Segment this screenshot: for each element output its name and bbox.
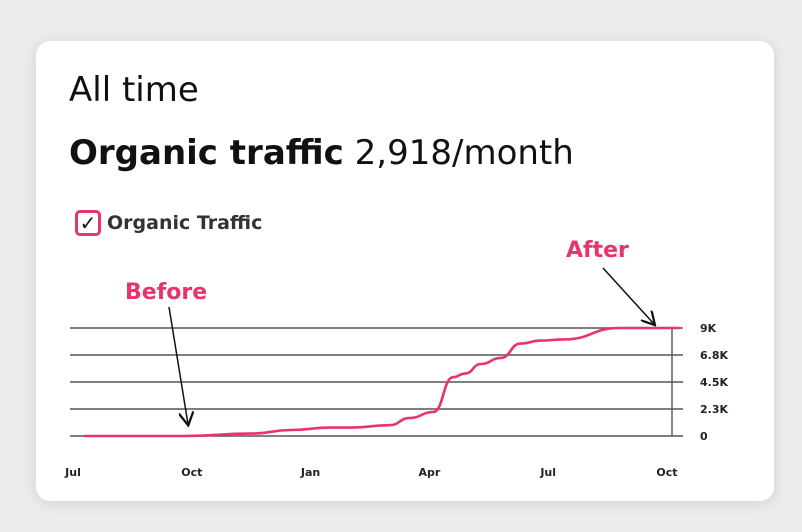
before-annotation: Before xyxy=(125,280,207,305)
traffic-card xyxy=(36,41,774,501)
x-tick-label: Jul xyxy=(64,466,81,479)
y-tick-label: 9K xyxy=(700,322,717,335)
y-tick-label: 4.5K xyxy=(700,376,728,389)
y-tick-label: 0 xyxy=(700,430,708,443)
y-tick-label: 6.8K xyxy=(700,349,728,362)
metric-value: 2,918/month xyxy=(354,133,574,173)
checkbox-checked-icon[interactable]: ✓ xyxy=(75,210,101,236)
x-tick-label: Jan xyxy=(300,466,320,479)
legend[interactable]: ✓ Organic Traffic xyxy=(75,210,262,236)
metric-label: Organic traffic xyxy=(69,133,344,173)
legend-label: Organic Traffic xyxy=(107,212,263,234)
x-tick-label: Oct xyxy=(181,466,202,479)
after-annotation: After xyxy=(566,238,629,263)
x-tick-label: Jul xyxy=(539,466,556,479)
period-label: All time xyxy=(69,70,199,110)
after-arrow xyxy=(602,267,654,324)
x-tick-label: Oct xyxy=(656,466,677,479)
y-tick-label: 2.3K xyxy=(700,403,728,416)
x-tick-label: Apr xyxy=(418,466,440,479)
metric-title: Organic traffic 2,918/month xyxy=(69,133,574,173)
before-arrow xyxy=(168,306,188,424)
